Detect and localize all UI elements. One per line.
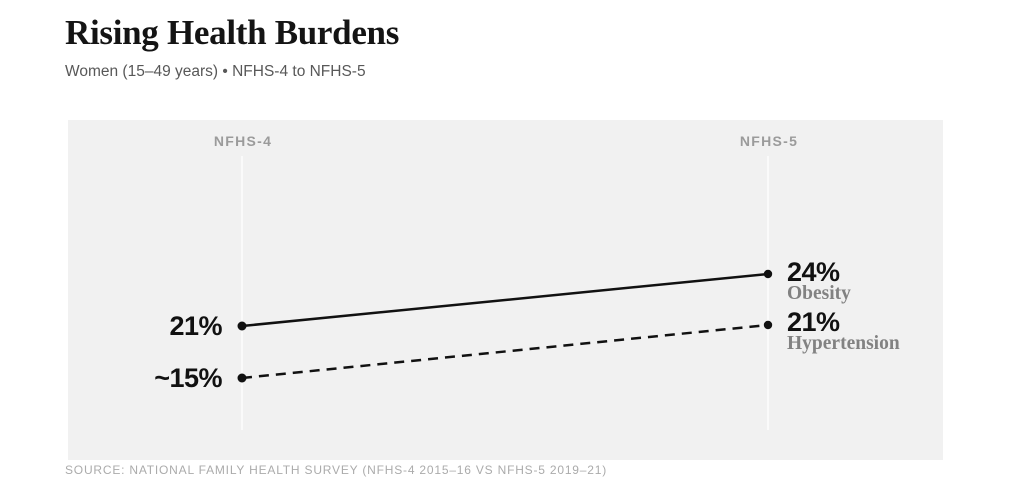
column-label-nfhs4: NFHS-4 (213, 133, 273, 149)
hypertension-start-point (237, 373, 247, 383)
obesity-end-point (763, 269, 773, 279)
obesity-start-value: 21% (169, 311, 222, 341)
page-title: Rising Health Burdens (65, 13, 400, 52)
slope-chart: NFHS-4 NFHS-5 21% ~15% 24% Obesity 21% H… (68, 120, 943, 460)
slope-lines-canvas (237, 156, 773, 430)
obesity-line (241, 272, 769, 328)
hypertension-end-label: 21% Hypertension (787, 307, 900, 354)
obesity-end-value: 24% (787, 257, 840, 287)
hypertension-end-value: 21% (787, 307, 840, 337)
hypertension-line (241, 323, 769, 380)
page-subtitle: Women (15–49 years) • NFHS-4 to NFHS-5 (65, 63, 366, 80)
obesity-end-label: 24% Obesity (787, 257, 851, 304)
obesity-series-name: Obesity (787, 283, 851, 304)
hypertension-series-name: Hypertension (787, 333, 900, 354)
hypertension-start-value: ~15% (154, 363, 222, 393)
source-note: SOURCE: NATIONAL FAMILY HEALTH SURVEY (N… (65, 463, 607, 477)
hypertension-end-point (763, 320, 773, 330)
obesity-start-point (237, 321, 247, 331)
column-label-nfhs5: NFHS-5 (739, 133, 799, 149)
